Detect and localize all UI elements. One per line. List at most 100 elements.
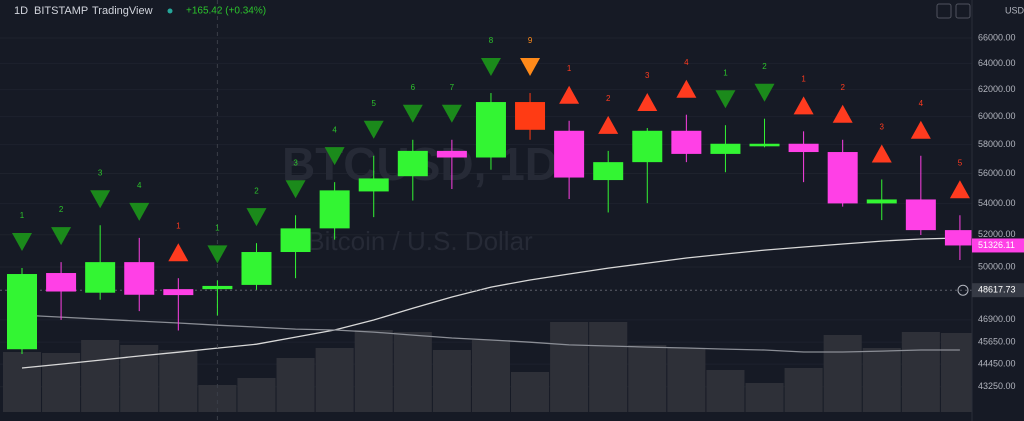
signal-label: 4 xyxy=(919,99,924,108)
signal-label: 1 xyxy=(20,211,25,220)
candle-body xyxy=(632,130,663,163)
candle-body xyxy=(124,262,155,295)
signal-marker xyxy=(754,83,775,102)
signal-label: 4 xyxy=(137,181,142,190)
volume-bar xyxy=(745,383,784,412)
volume-pane xyxy=(2,322,979,412)
candle-body xyxy=(397,150,428,177)
signal-marker xyxy=(715,90,736,109)
volume-bar xyxy=(432,350,471,412)
signal-marker xyxy=(168,243,189,262)
volume-bar xyxy=(237,378,276,412)
candle-body xyxy=(671,130,702,154)
volume-bar xyxy=(784,368,823,412)
currency[interactable]: USD xyxy=(1005,5,1024,15)
volume-bar xyxy=(862,348,901,412)
signal-label: 1 xyxy=(176,221,181,230)
signal-marker xyxy=(480,58,501,77)
signal-label: 1 xyxy=(567,64,572,73)
signal-label: 3 xyxy=(880,123,885,132)
signal-marker xyxy=(441,104,462,123)
signal-label: 1 xyxy=(801,74,806,83)
y-tick-label: 54000.00 xyxy=(978,198,1016,208)
signal-label: 2 xyxy=(762,62,767,71)
moving-average xyxy=(21,237,960,369)
signal-marker xyxy=(520,58,541,77)
candle-body xyxy=(475,102,506,158)
signal-marker xyxy=(129,202,150,221)
signal-label: 2 xyxy=(254,186,259,195)
y-tick-label: 56000.00 xyxy=(978,168,1016,178)
button[interactable] xyxy=(955,3,971,19)
volume-bar xyxy=(42,353,81,412)
button[interactable] xyxy=(936,3,952,19)
signal-marker xyxy=(246,208,267,227)
signal-marker xyxy=(51,227,72,246)
signals: 1 2 3 4 1 1 2 3 4 5 6 7 8 9 1 2 3 4 1 2 1 2 3 4 5 xyxy=(12,36,970,264)
signal-marker xyxy=(676,79,697,98)
signal-label: 6 xyxy=(411,83,416,92)
candle-body xyxy=(944,230,975,246)
signal-marker xyxy=(871,144,892,163)
y-tick-label: 64000.00 xyxy=(978,58,1016,68)
volume-bar xyxy=(706,370,745,412)
volume-bar xyxy=(667,348,706,412)
signal-label: 2 xyxy=(59,205,64,214)
candle-body xyxy=(436,150,467,158)
volume-bar xyxy=(276,358,315,412)
signal-label: 2 xyxy=(840,83,845,92)
candle-body xyxy=(241,252,272,285)
volume-bar xyxy=(2,352,42,412)
volume-bar xyxy=(471,340,510,412)
volume-bar xyxy=(198,385,237,412)
y-tick-label: 46900.00 xyxy=(978,314,1016,324)
signal-label: 1 xyxy=(215,223,220,232)
candle-body xyxy=(710,143,741,154)
signal-label: 1 xyxy=(723,68,728,77)
crosshair-price-box xyxy=(972,283,1024,298)
signal-marker xyxy=(793,96,814,115)
crosshair-price: 48617.73 xyxy=(978,285,1016,295)
candles xyxy=(7,93,975,354)
signal-label: 2 xyxy=(606,94,611,103)
candle-body xyxy=(554,130,585,178)
y-tick-label: 66000.00 xyxy=(978,32,1016,42)
signal-label: 8 xyxy=(489,36,494,45)
signal-label: 4 xyxy=(332,125,337,134)
y-tick-label: 62000.00 xyxy=(978,84,1016,94)
candle-body xyxy=(202,285,233,290)
signal-marker xyxy=(637,92,658,111)
price-change: +165.42 (+0.34%) xyxy=(186,6,266,17)
volume-bar xyxy=(81,340,120,412)
signal-marker xyxy=(324,147,345,166)
volume-bar xyxy=(315,348,354,412)
signal-marker xyxy=(910,120,931,139)
signal-label: 3 xyxy=(293,158,298,167)
plus-button[interactable] xyxy=(957,284,969,296)
y-tick-label: 52000.00 xyxy=(978,229,1016,239)
signal-label: 5 xyxy=(958,158,963,167)
signal-marker xyxy=(402,104,423,123)
y-tick-label: 58000.00 xyxy=(978,139,1016,149)
signal-label: 3 xyxy=(98,168,103,177)
candle-body xyxy=(515,102,546,130)
volume-bar xyxy=(589,322,628,412)
y-tick-label: 43250.00 xyxy=(978,381,1016,391)
signal-marker xyxy=(559,85,580,104)
candle-body xyxy=(788,143,819,153)
volume-bar xyxy=(511,372,550,412)
last-price-box xyxy=(972,238,1024,253)
volume-bar xyxy=(628,345,667,412)
volume-bar xyxy=(823,335,862,412)
candle-body xyxy=(358,178,389,192)
y-tick-label: 50000.00 xyxy=(978,261,1016,271)
volume-bar xyxy=(393,332,432,412)
signal-marker xyxy=(598,115,619,134)
signal-marker xyxy=(207,245,228,264)
candle-body xyxy=(866,199,897,204)
candle-body xyxy=(7,274,37,350)
candle-body xyxy=(319,190,350,229)
last-price: 51326.11 xyxy=(978,240,1015,250)
